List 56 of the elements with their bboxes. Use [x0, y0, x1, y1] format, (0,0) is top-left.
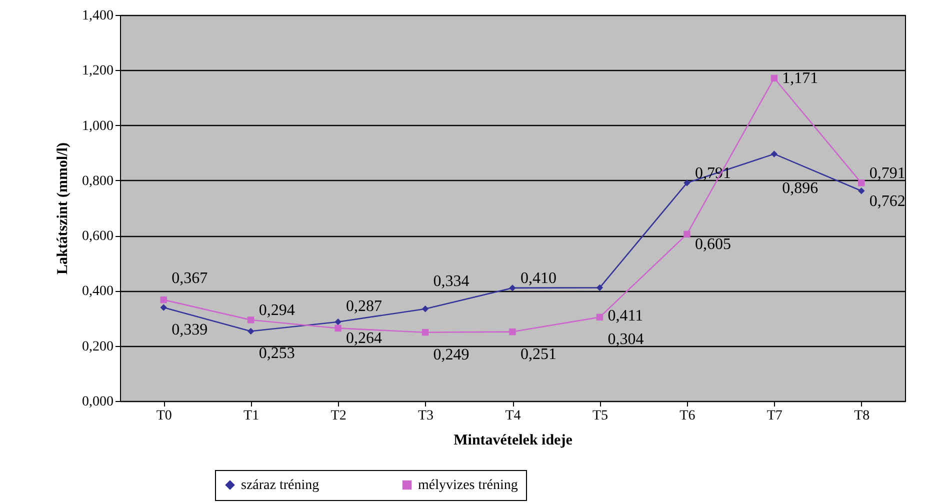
x-tick-label: T3	[418, 408, 434, 424]
data-label: 0,264	[346, 330, 382, 348]
x-tick-label: T8	[854, 408, 870, 424]
data-label: 0,334	[433, 272, 470, 290]
y-tick-label: 1,400	[82, 8, 114, 24]
point	[858, 180, 865, 186]
point	[596, 284, 604, 292]
x-axis-title: Mintavételek ideje	[454, 432, 573, 448]
legend-label: mélyvizes tréning	[418, 478, 518, 493]
data-label: 0,605	[694, 236, 731, 254]
data-label: 1,171	[782, 70, 818, 88]
data-label: 0,304	[608, 331, 644, 348]
data-label: 0,762	[869, 192, 906, 210]
y-tick-label: 0,200	[82, 339, 114, 354]
point	[770, 74, 778, 82]
point	[422, 306, 429, 312]
point	[160, 304, 167, 311]
point	[509, 328, 516, 336]
x-tick-label: T2	[330, 408, 346, 424]
y-axis-title: Laktátszint (mmol/l)	[55, 142, 71, 275]
data-label: 0,410	[520, 270, 556, 287]
y-tick-label: 0,000	[82, 394, 114, 410]
point	[596, 314, 604, 321]
x-tick-label: T6	[680, 408, 696, 424]
point	[509, 284, 516, 292]
y-tick-label: 0,400	[82, 284, 114, 300]
x-tick-label: T1	[244, 408, 260, 424]
point	[247, 328, 254, 335]
point	[334, 318, 342, 326]
point	[160, 296, 167, 304]
point	[684, 230, 690, 238]
x-tick-label: T0	[156, 408, 172, 424]
point	[684, 180, 690, 186]
point	[770, 150, 778, 158]
data-label: 0,896	[782, 180, 818, 197]
y-tick-label: 1,200	[82, 64, 114, 79]
data-label: 0,791	[869, 164, 906, 182]
data-label: 0,367	[172, 270, 208, 287]
data-label: 0,411	[608, 308, 644, 325]
point	[247, 316, 254, 324]
data-label: 0,287	[346, 298, 382, 315]
data-label: 0,251	[520, 346, 556, 363]
data-label: 0,249	[433, 346, 470, 364]
x-tick-label: T5	[592, 408, 608, 424]
point	[334, 324, 342, 332]
legend-label: száraz tréning	[241, 478, 320, 493]
point	[422, 328, 429, 336]
y-tick-label: 0,800	[82, 174, 114, 189]
y-tick-label: 1,000	[82, 118, 114, 134]
x-tick-label: T7	[766, 408, 782, 424]
y-tick-label: 0,600	[82, 229, 114, 244]
data-label: 0,294	[258, 302, 295, 319]
data-label: 0,339	[172, 322, 208, 339]
data-label: 0,253	[258, 345, 295, 362]
x-tick-label: T4	[505, 408, 521, 424]
point	[858, 188, 865, 194]
